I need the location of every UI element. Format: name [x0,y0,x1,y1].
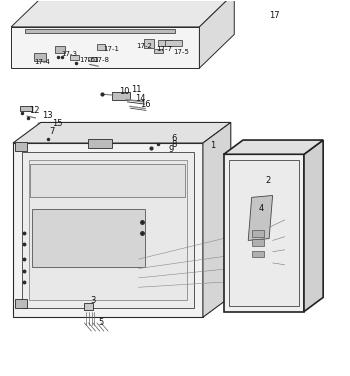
Text: 4: 4 [259,204,264,213]
Text: 6: 6 [172,134,177,143]
Polygon shape [84,303,93,310]
Text: 17-5: 17-5 [173,49,189,55]
Polygon shape [203,123,231,317]
Text: 11: 11 [131,85,142,94]
Text: 10: 10 [119,87,130,96]
Polygon shape [20,106,32,111]
Polygon shape [11,0,234,27]
Polygon shape [29,160,187,300]
Polygon shape [34,53,46,61]
Polygon shape [13,143,203,317]
Polygon shape [15,142,27,151]
Bar [252,250,264,257]
Bar [229,160,299,306]
Text: 15: 15 [52,119,63,128]
Polygon shape [164,40,182,45]
Polygon shape [140,137,161,140]
Text: 13: 13 [42,111,52,120]
Polygon shape [55,45,65,53]
Polygon shape [88,138,112,147]
Bar [252,230,264,237]
Text: 8: 8 [172,140,177,149]
Polygon shape [199,0,234,68]
Text: 17-7: 17-7 [156,46,172,52]
Text: 9: 9 [169,145,174,154]
Polygon shape [88,57,97,61]
Polygon shape [224,140,323,154]
Polygon shape [224,154,304,312]
Polygon shape [22,152,194,308]
Polygon shape [13,123,231,143]
Text: 17-1: 17-1 [104,46,120,52]
Text: 17-4: 17-4 [34,59,50,65]
Text: 17: 17 [269,11,280,20]
Polygon shape [15,299,27,308]
Text: 17-8: 17-8 [93,57,109,63]
Polygon shape [112,92,130,100]
Polygon shape [25,29,175,33]
Bar [252,239,264,246]
Bar [32,209,145,267]
Text: 5: 5 [98,318,104,327]
Polygon shape [97,44,105,50]
Polygon shape [248,196,273,240]
Text: 17-6: 17-6 [79,56,95,62]
Text: 2: 2 [266,176,271,185]
Text: 16: 16 [140,100,151,109]
Text: 1: 1 [210,141,215,150]
Polygon shape [304,140,323,312]
Text: 7: 7 [49,127,55,136]
Polygon shape [37,134,57,137]
Polygon shape [11,27,199,68]
Text: 3: 3 [91,296,96,305]
Polygon shape [154,49,163,53]
Text: 14: 14 [135,94,145,103]
Polygon shape [158,40,172,46]
Text: 17-3: 17-3 [62,51,78,57]
Polygon shape [144,39,154,47]
Text: 17-2: 17-2 [136,43,153,49]
Polygon shape [70,55,79,60]
Text: 12: 12 [29,106,40,115]
Bar [30,164,186,197]
